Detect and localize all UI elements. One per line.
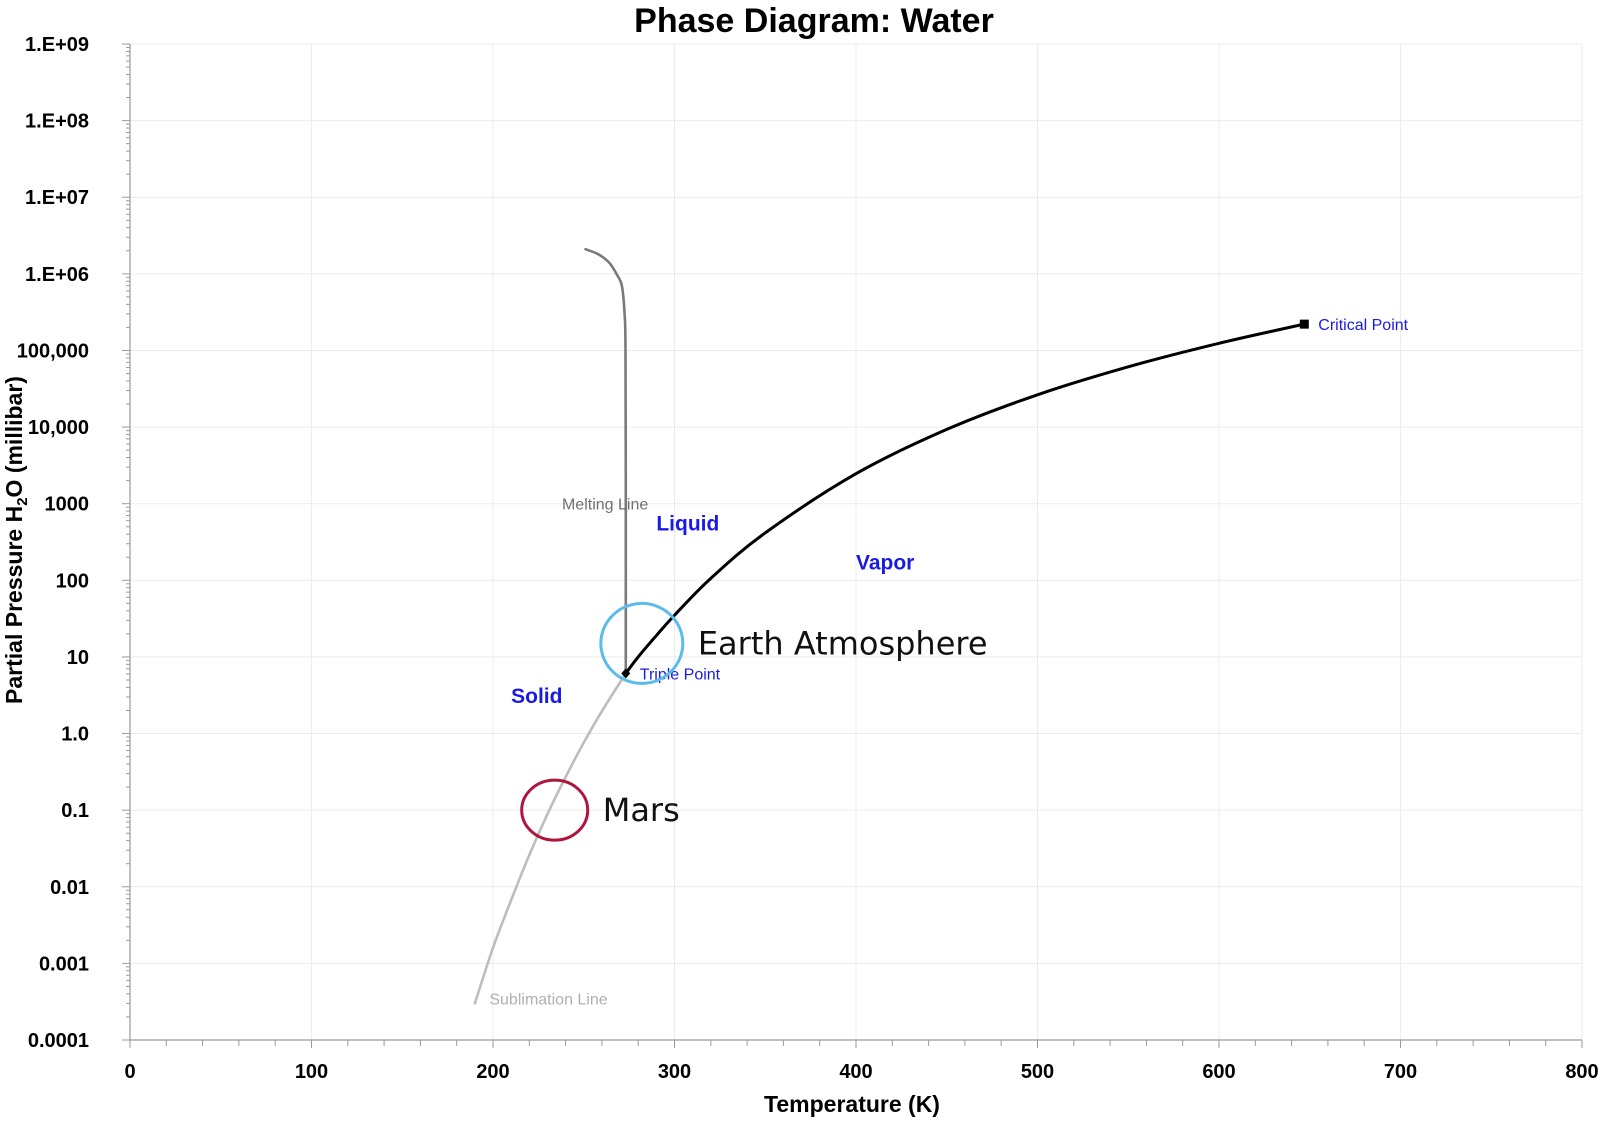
- melting-line-line: [584, 247, 628, 675]
- y-axis-label-part-1: Partial Pressure H: [1, 506, 27, 704]
- region-label-solid: Solid: [511, 685, 562, 708]
- sublimation-line-label: Sublimation Line: [489, 991, 607, 1008]
- x-axis-label: Temperature (K): [764, 1091, 940, 1117]
- mars-circle: [520, 778, 590, 842]
- y-tick-label: 100: [56, 570, 89, 592]
- y-axis-label: Partial Pressure H2O (millibar): [1, 376, 31, 704]
- x-tick-label: 500: [1021, 1061, 1054, 1083]
- region-label-liquid: Liquid: [656, 513, 719, 536]
- critical-point-label: Critical Point: [1318, 317, 1408, 334]
- y-tick-label: 1.E+07: [25, 187, 89, 209]
- sublimation-line-line: [473, 672, 628, 1005]
- y-tick-label: 0.0001: [28, 1030, 89, 1052]
- y-tick-label: 1.E+09: [25, 34, 89, 56]
- grid: [130, 43, 1583, 1040]
- y-axis-label-subscript: 2: [14, 497, 31, 505]
- earth-atmosphere-label: Earth Atmosphere: [698, 624, 988, 662]
- earth-atmosphere-circle: [599, 601, 685, 685]
- x-tick-label: 100: [295, 1061, 328, 1083]
- x-tick-label: 200: [476, 1061, 509, 1083]
- y-tick-label: 0.001: [39, 953, 89, 975]
- x-tick-label: 0: [124, 1061, 135, 1083]
- triple-point-marker: [621, 668, 631, 679]
- mars-label: Mars: [603, 791, 680, 829]
- y-tick-label: 10,000: [28, 417, 89, 439]
- y-tick-label: 10: [67, 647, 89, 669]
- axes: [122, 43, 1583, 1048]
- x-tick-label: 300: [658, 1061, 691, 1083]
- x-tick-label: 600: [1202, 1061, 1235, 1083]
- region-label-vapor: Vapor: [856, 552, 914, 575]
- y-tick-label: 1.0: [61, 724, 89, 746]
- critical-point-marker: [1299, 319, 1309, 329]
- series: [473, 247, 1309, 1005]
- x-tick-label: 400: [839, 1061, 872, 1083]
- melting-line-label: Melting Line: [562, 497, 648, 514]
- vaporization-line-line: [624, 322, 1306, 675]
- y-tick-label: 1000: [45, 494, 90, 516]
- tick-labels: 0 100 200 300 400 500 600 700 800 0.0001 0.001 0.01…: [17, 34, 1599, 1083]
- x-tick-label: 700: [1384, 1061, 1417, 1083]
- y-tick-label: 1.E+06: [25, 264, 89, 286]
- x-tick-label: 800: [1565, 1061, 1598, 1083]
- y-tick-label: 0.01: [50, 877, 89, 899]
- y-axis-label-part-3: O (millibar): [1, 376, 27, 497]
- y-tick-label: 1.E+08: [25, 111, 89, 133]
- y-tick-label: 100,000: [17, 340, 89, 362]
- y-tick-label: 0.1: [61, 800, 89, 822]
- chart-title: Phase Diagram: Water: [634, 2, 994, 40]
